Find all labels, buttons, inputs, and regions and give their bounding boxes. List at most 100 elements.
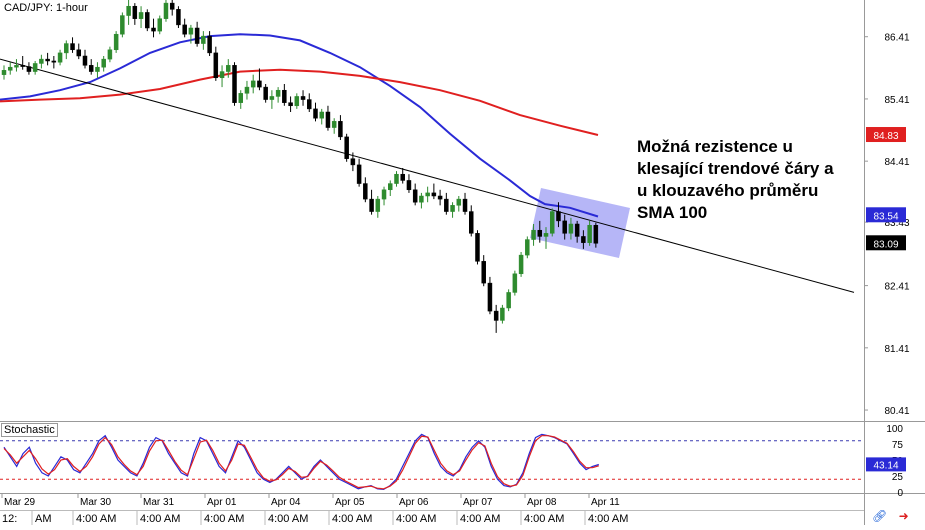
candle-body (95, 66, 100, 72)
candle-body (344, 136, 349, 159)
candle-body (338, 121, 343, 138)
price-tick-label: 85.41 (884, 95, 909, 106)
candle-body (182, 24, 187, 35)
candle-body (375, 198, 381, 212)
price-pane (0, 0, 855, 333)
price-label-text: 83.09 (873, 239, 898, 250)
candle-body (307, 99, 312, 110)
candle-body (151, 27, 156, 32)
candle-body (462, 198, 468, 212)
candle-body (1, 70, 7, 75)
stoch-tick-label: 75 (892, 440, 904, 451)
candle-body (14, 65, 19, 68)
time-label: 12: (2, 513, 17, 525)
price-label-box (866, 207, 906, 223)
candle-body (51, 60, 57, 63)
candle-body (132, 5, 138, 19)
candle-body (20, 65, 25, 67)
time-label: 4:00 AM (140, 513, 180, 525)
time-label: 4:00 AM (204, 513, 244, 525)
candle-body (169, 2, 175, 10)
candle-body (157, 18, 162, 32)
candle-body (469, 211, 474, 234)
candle-body (120, 15, 125, 35)
candle-body (506, 292, 511, 309)
price-label-box (866, 235, 906, 251)
candle-body (107, 49, 113, 60)
date-label: Apr 08 (527, 497, 557, 508)
time-label: 4:00 AM (268, 513, 308, 525)
candle-body (88, 65, 94, 72)
stoch-tick-label: 100 (886, 424, 903, 435)
time-label: 4:00 AM (332, 513, 372, 525)
candle-body (313, 108, 318, 119)
candle-body (207, 35, 212, 54)
scroll-right-icon[interactable]: ➜ (898, 509, 909, 523)
candle-body (587, 224, 592, 243)
price-tick-label: 82.41 (884, 282, 909, 293)
candle-body (525, 239, 530, 256)
candle-body (356, 164, 362, 184)
candle-body (194, 27, 200, 44)
candle-body (512, 273, 518, 293)
trendline (0, 58, 855, 293)
price-label-text: 84.83 (873, 131, 898, 142)
price-tick-label: 81.41 (884, 344, 909, 355)
candle-body (294, 96, 300, 107)
candle-body (64, 43, 69, 54)
candle-body (493, 310, 499, 321)
candle-body (325, 111, 331, 128)
price-label-text: 83.54 (873, 211, 898, 222)
candle-body (431, 192, 437, 197)
candle-body (518, 254, 524, 275)
candle-body (288, 102, 293, 107)
candle-body (437, 195, 443, 200)
sma-200-line (0, 68, 599, 136)
candle-body (244, 86, 250, 94)
toolbar-icons: 🔗︎ ➜ (872, 509, 917, 523)
candle-body (450, 205, 455, 212)
candle-body (138, 12, 144, 19)
candle-body (163, 2, 169, 19)
candle-body (275, 89, 281, 97)
candle-body (531, 229, 536, 240)
candle-body (32, 63, 38, 72)
stoch-tick-label: 25 (892, 472, 904, 483)
candle-body (26, 66, 32, 72)
candle-body (381, 189, 387, 200)
date-label: Apr 04 (271, 497, 301, 508)
candle-body (176, 9, 181, 26)
price-tick-label: 86.41 (884, 33, 909, 44)
time-label: 4:00 AM (460, 513, 500, 525)
candle-body (282, 89, 287, 103)
date-label: Mar 31 (143, 497, 175, 508)
price-label-box (866, 127, 906, 143)
stochastic-pct-k-line (3, 433, 599, 491)
candle-body (537, 229, 543, 237)
candle-body (456, 198, 462, 206)
candle-body (201, 35, 206, 44)
candle-body (76, 49, 82, 57)
stoch-value-box (866, 457, 906, 472)
candle-body (444, 198, 449, 212)
axes: 86.41 85.41 84.41 83.43 82.41 81.41 80.41 84.83… (1, 33, 910, 525)
candle-body (70, 43, 75, 51)
price-tick-label: 80.41 (884, 406, 909, 417)
link-icon[interactable]: 🔗︎ (872, 509, 888, 523)
date-label: Apr 01 (207, 497, 237, 508)
candle-body (419, 195, 424, 203)
symbol-label: CAD/JPY: 1-hour (3, 2, 89, 14)
candle-body (500, 307, 505, 321)
candle-body (549, 211, 555, 234)
candle-body (269, 96, 275, 100)
candle-body (263, 86, 268, 100)
time-label: 4:00 AM (588, 513, 628, 525)
time-label: 4:00 AM (76, 513, 116, 525)
candle-body (250, 80, 256, 88)
candle-body (300, 96, 306, 100)
stoch-value-label: 43.14 (873, 460, 898, 471)
resistance-annotation: Možná rezistence u klesající trendové čá… (637, 137, 834, 222)
candle-body (57, 52, 63, 63)
